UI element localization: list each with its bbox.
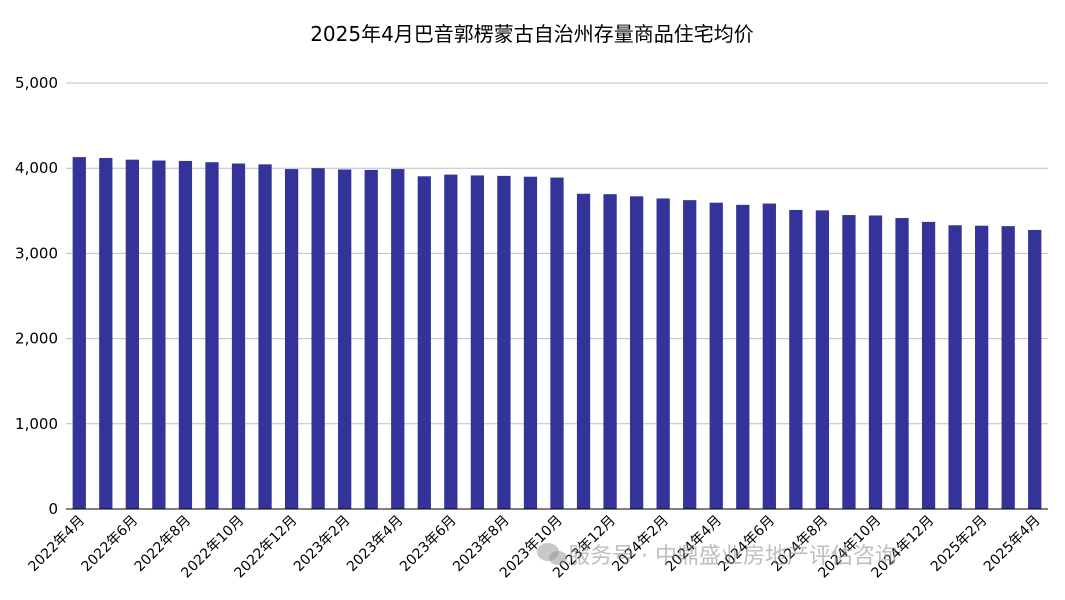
x-tick-label: 2022年4月 xyxy=(25,513,88,576)
bar xyxy=(152,160,166,510)
bar xyxy=(975,225,989,509)
y-axis-ticks: 0 1,000 2,000 3,000 4,000 5,000 xyxy=(15,74,58,518)
y-tick-label: 1,000 xyxy=(15,415,58,433)
bar xyxy=(550,177,564,509)
x-tick-label: 2022年6月 xyxy=(79,513,142,576)
bar xyxy=(311,168,325,509)
x-tick-label: 2025年2月 xyxy=(928,513,991,576)
bar xyxy=(842,215,856,509)
bar xyxy=(338,169,352,509)
bar xyxy=(921,221,936,509)
bar xyxy=(895,218,909,510)
bar xyxy=(629,196,644,510)
bar xyxy=(417,176,431,509)
bar xyxy=(72,157,86,509)
bar xyxy=(364,169,378,510)
y-tick-label: 2,000 xyxy=(15,330,58,348)
x-tick-label: 2023年2月 xyxy=(291,513,354,576)
bar xyxy=(762,203,776,510)
bar xyxy=(656,198,670,510)
bar xyxy=(284,169,299,509)
x-tick-label: 2023年4月 xyxy=(344,513,407,576)
chart-title: 2025年4月巴音郭楞蒙古自治州存量商品住宅均价 xyxy=(310,22,754,46)
bar xyxy=(258,164,272,509)
watermark: 服务号 · 中鼎盛业房地产评估咨询 xyxy=(537,543,897,569)
bar xyxy=(948,225,962,509)
x-tick-label: 2025年4月 xyxy=(981,513,1044,576)
y-tick-label: 0 xyxy=(48,500,58,518)
bar xyxy=(205,162,219,509)
bar xyxy=(497,175,511,510)
watermark-text: 服务号 · 中鼎盛业房地产评估咨询 xyxy=(568,544,897,569)
bar xyxy=(1001,226,1015,510)
bar xyxy=(603,194,617,509)
bar xyxy=(736,204,750,509)
bar xyxy=(709,202,723,509)
bar xyxy=(470,175,485,509)
x-tick-label: 2023年6月 xyxy=(397,513,460,576)
bar xyxy=(1028,229,1042,509)
bar xyxy=(683,200,697,509)
bar xyxy=(99,157,113,509)
bar xyxy=(789,209,803,509)
y-tick-label: 4,000 xyxy=(15,159,58,177)
bar xyxy=(231,163,246,510)
bar xyxy=(523,176,538,509)
wechat-icon xyxy=(537,543,567,565)
bars xyxy=(72,157,1042,510)
bar xyxy=(178,160,193,509)
bar xyxy=(576,193,591,509)
bar xyxy=(391,169,405,509)
y-tick-label: 3,000 xyxy=(15,244,58,262)
bar xyxy=(125,159,139,509)
bar xyxy=(815,210,830,509)
y-tick-label: 5,000 xyxy=(15,74,58,92)
bar xyxy=(444,174,458,509)
bar xyxy=(868,215,883,509)
